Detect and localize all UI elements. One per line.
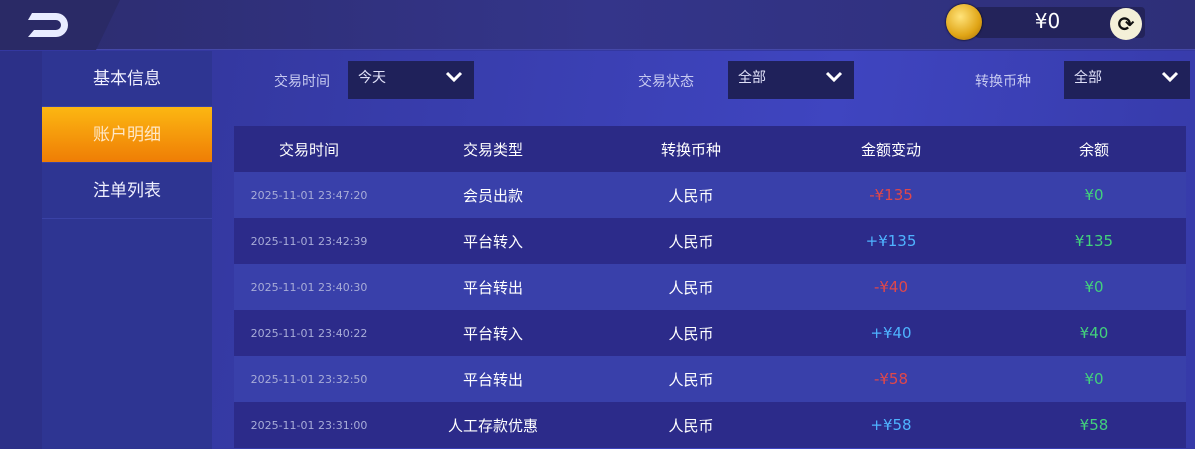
- cell-change: -¥40: [873, 278, 909, 296]
- cell-balance: ¥40: [1079, 324, 1109, 342]
- cell-balance: ¥0: [1084, 278, 1104, 296]
- table-header: 交易时间 交易类型 转换币种 金额变动 余额: [234, 126, 1186, 172]
- cell-currency: 人民币: [668, 278, 714, 297]
- cell-type: 平台转出: [462, 278, 523, 297]
- cell-type: 平台转出: [462, 370, 523, 389]
- cell-currency: 人民币: [668, 370, 714, 389]
- column-header: 转换币种: [660, 140, 721, 159]
- column-header: 交易时间: [278, 140, 339, 159]
- cell-type: 平台转入: [462, 324, 523, 343]
- table-row: 2025-11-01 23:40:22 平台转入 人民币 +¥40 ¥40: [234, 310, 1186, 356]
- back-icon: [28, 13, 68, 37]
- cell-time: 2025-11-01 23:42:39: [250, 234, 368, 248]
- sidebar-item-account-details[interactable]: 账户明细: [42, 107, 212, 163]
- cell-balance: ¥0: [1084, 370, 1104, 388]
- balance-value: ¥0: [1034, 9, 1061, 33]
- currency-filter-value: 全部: [1074, 70, 1102, 86]
- time-filter-value: 今天: [358, 70, 386, 86]
- cell-change: +¥58: [870, 416, 912, 434]
- currency-filter-label: 转换币种: [975, 74, 1031, 90]
- table-row: 2025-11-01 23:42:39 平台转入 人民币 +¥135 ¥135: [234, 218, 1186, 264]
- cell-type: 人工存款优惠: [447, 416, 538, 435]
- table-row: 2025-11-01 23:32:50 平台转出 人民币 -¥58 ¥0: [234, 356, 1186, 402]
- cell-currency: 人民币: [668, 324, 714, 343]
- cell-time: 2025-11-01 23:31:00: [250, 418, 368, 432]
- cell-type: 会员出款: [462, 186, 523, 205]
- cell-currency: 人民币: [668, 416, 714, 435]
- cell-change: +¥135: [865, 232, 917, 250]
- currency-filter-select[interactable]: 全部: [1064, 61, 1190, 99]
- cell-change: -¥58: [873, 370, 909, 388]
- sidebar-item-basic-info[interactable]: 基本信息: [42, 51, 212, 107]
- sidebar: 基本信息 账户明细 注单列表: [42, 51, 212, 449]
- column-header: 余额: [1078, 140, 1109, 159]
- cell-balance: ¥135: [1074, 232, 1114, 250]
- cell-change: +¥40: [870, 324, 912, 342]
- time-filter-label: 交易时间: [274, 74, 330, 90]
- cell-time: 2025-11-01 23:32:50: [250, 372, 368, 386]
- left-strip: [0, 51, 42, 449]
- cell-time: 2025-11-01 23:40:30: [250, 280, 368, 294]
- table-row: 2025-11-01 23:31:00 人工存款优惠 人民币 +¥58 ¥58: [234, 402, 1186, 448]
- cell-currency: 人民币: [668, 232, 714, 251]
- cell-currency: 人民币: [668, 186, 714, 205]
- cell-type: 平台转入: [462, 232, 523, 251]
- status-filter-value: 全部: [738, 70, 766, 86]
- top-bar: ¥0 ⟳: [0, 0, 1195, 50]
- cell-change: -¥135: [869, 186, 913, 204]
- cell-time: 2025-11-01 23:40:22: [250, 326, 368, 340]
- cell-balance: ¥0: [1084, 186, 1104, 204]
- status-filter-label: 交易状态: [638, 74, 694, 90]
- table-row: 2025-11-01 23:47:20 会员出款 人民币 -¥135 ¥0: [234, 172, 1186, 218]
- chevron-down-icon: [825, 71, 843, 83]
- back-button[interactable]: [0, 0, 120, 50]
- cell-time: 2025-11-01 23:47:20: [250, 188, 368, 202]
- column-header: 金额变动: [860, 140, 921, 159]
- coin-icon: [946, 4, 982, 40]
- transactions-table: 交易时间 交易类型 转换币种 金额变动 余额 2025-11-01 23:47:…: [234, 126, 1186, 448]
- sidebar-item-bet-list[interactable]: 注单列表: [42, 163, 212, 219]
- table-row: 2025-11-01 23:40:30 平台转出 人民币 -¥40 ¥0: [234, 264, 1186, 310]
- chevron-down-icon: [1161, 71, 1179, 83]
- status-filter-select[interactable]: 全部: [728, 61, 854, 99]
- cell-balance: ¥58: [1079, 416, 1109, 434]
- refresh-icon[interactable]: ⟳: [1110, 8, 1142, 40]
- time-filter-select[interactable]: 今天: [348, 61, 474, 99]
- chevron-down-icon: [445, 71, 463, 83]
- main-panel: 交易时间 今天 交易状态 全部 转换币种 全部 交易时间 交易类型 转换币种 金…: [212, 51, 1195, 449]
- column-header: 交易类型: [462, 140, 523, 159]
